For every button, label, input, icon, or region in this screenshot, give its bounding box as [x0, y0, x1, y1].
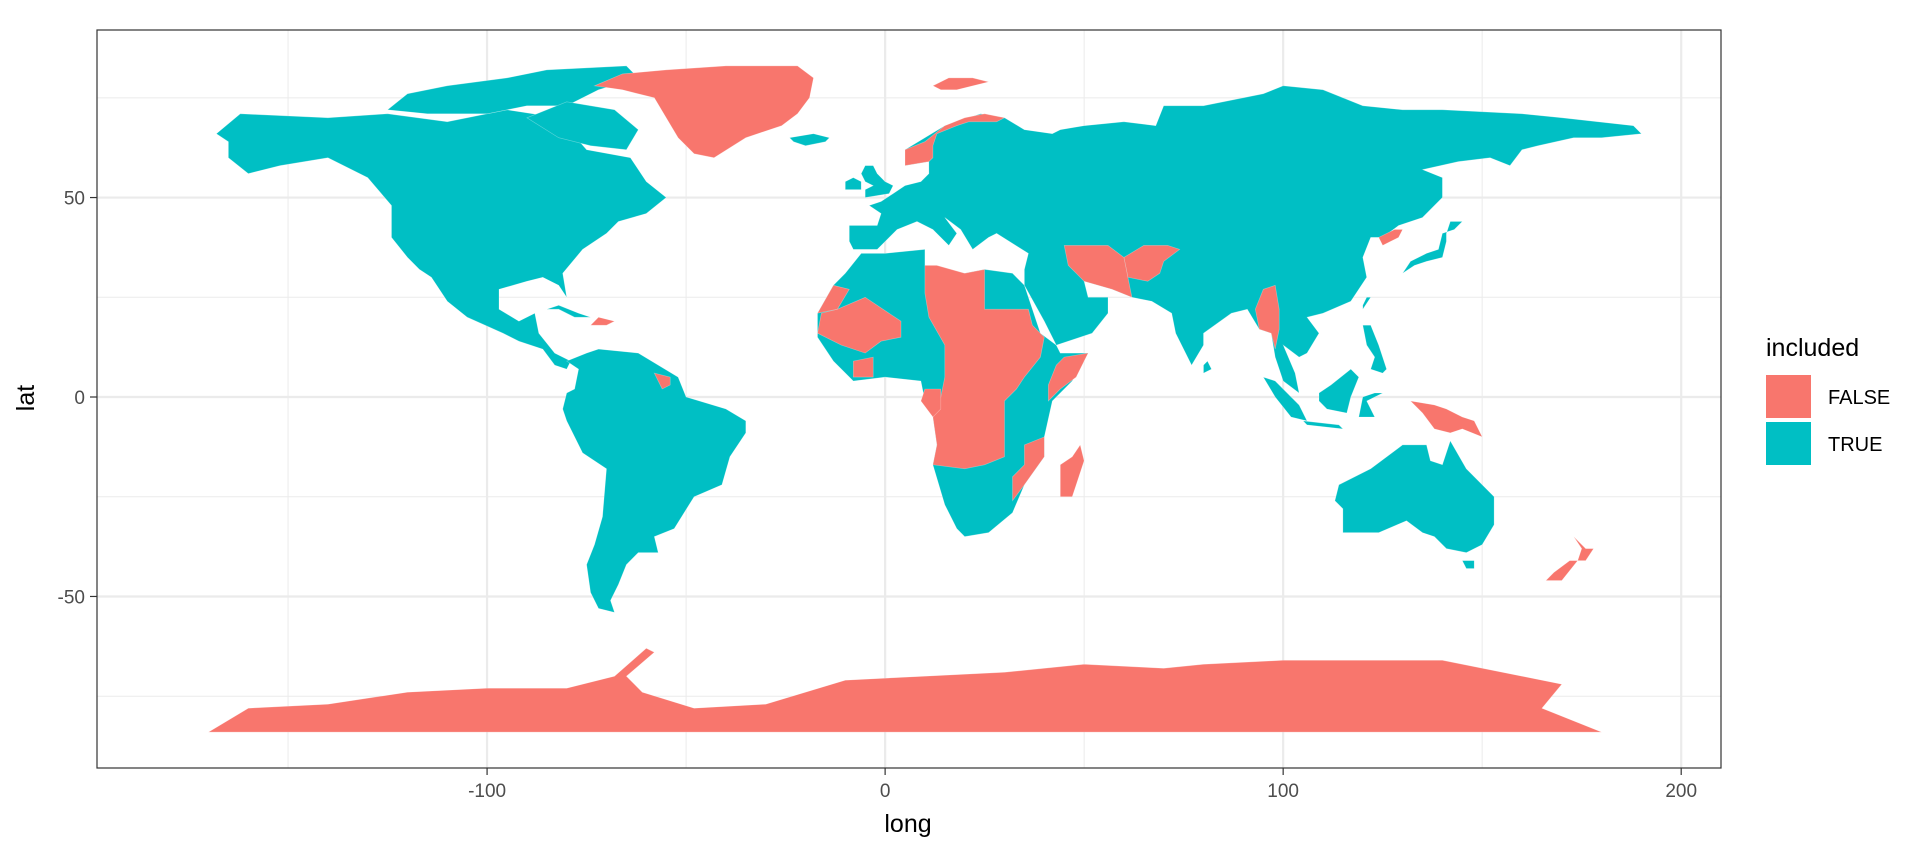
- x-axis-title: long: [884, 810, 931, 838]
- y-axis-ticks: -50 0 50: [58, 189, 97, 608]
- region-great-britain: [860, 165, 894, 198]
- region-horn-of-africa: [1048, 352, 1089, 402]
- region-europe-and-asia: [849, 85, 1643, 394]
- region-hispaniola: [589, 316, 616, 326]
- legend-title: included: [1766, 334, 1859, 362]
- region-mali-and-mauritania: [817, 296, 902, 354]
- y-axis-title: lat: [12, 385, 40, 411]
- y-tick-label: -50: [58, 587, 85, 608]
- region-cuba: [546, 304, 591, 318]
- plot-border: [96, 29, 1722, 769]
- region-iran: [1063, 245, 1133, 298]
- region-gabon-and-congo: [920, 388, 942, 418]
- region-western-sahara: [816, 284, 850, 314]
- legend-label-false: FALSE: [1828, 387, 1890, 409]
- region-mozambique: [1012, 436, 1045, 502]
- region-borneo: [1318, 368, 1360, 414]
- region-north-korea: [1378, 229, 1404, 246]
- region-ireland: [845, 177, 862, 190]
- region-norway: [904, 113, 1006, 166]
- x-tick-label: 100: [1267, 781, 1299, 802]
- region-java: [1302, 420, 1344, 430]
- region-australia: [1334, 440, 1495, 553]
- legend: included FALSE TRUE: [1766, 334, 1890, 465]
- region-iceland: [788, 133, 830, 147]
- region-antarctica: [168, 647, 1602, 733]
- region-baffin-island: [526, 101, 639, 151]
- region-sumatra: [1262, 376, 1308, 422]
- region-japan: [1402, 221, 1464, 274]
- y-tick-label: 50: [64, 189, 85, 210]
- legend-key-true: [1766, 422, 1811, 465]
- region-greenland: [593, 65, 814, 159]
- region-svalbard: [932, 77, 989, 91]
- legend-key-false: [1766, 375, 1811, 418]
- region-tasmania: [1461, 560, 1475, 569]
- legend-label-true: TRUE: [1828, 434, 1882, 456]
- region-sulawesi: [1358, 392, 1383, 418]
- x-axis-ticks: -100 0 100 200: [468, 768, 1697, 802]
- x-tick-label: 0: [880, 781, 891, 802]
- region-new-zealand-south-island: [1545, 560, 1579, 581]
- map-regions: [168, 65, 1643, 733]
- region-south-america: [562, 348, 747, 613]
- region-guyana: [653, 372, 671, 390]
- region-central-and-northern-africa: [924, 265, 1045, 470]
- region-afghanistan: [1123, 245, 1181, 282]
- region-madagascar: [1060, 444, 1085, 497]
- region-ivory-coast-region: [853, 356, 874, 378]
- region-new-guinea: [1409, 400, 1483, 438]
- region-north-america: [215, 109, 667, 370]
- y-tick-label: 0: [74, 388, 85, 409]
- x-tick-label: -100: [468, 781, 506, 802]
- x-tick-label: 200: [1665, 781, 1697, 802]
- region-new-zealand-north-island: [1573, 536, 1595, 561]
- region-myanmar: [1254, 284, 1280, 350]
- region-taiwan: [1362, 297, 1372, 311]
- region-philippines: [1362, 324, 1387, 374]
- region-sri-lanka: [1203, 360, 1212, 374]
